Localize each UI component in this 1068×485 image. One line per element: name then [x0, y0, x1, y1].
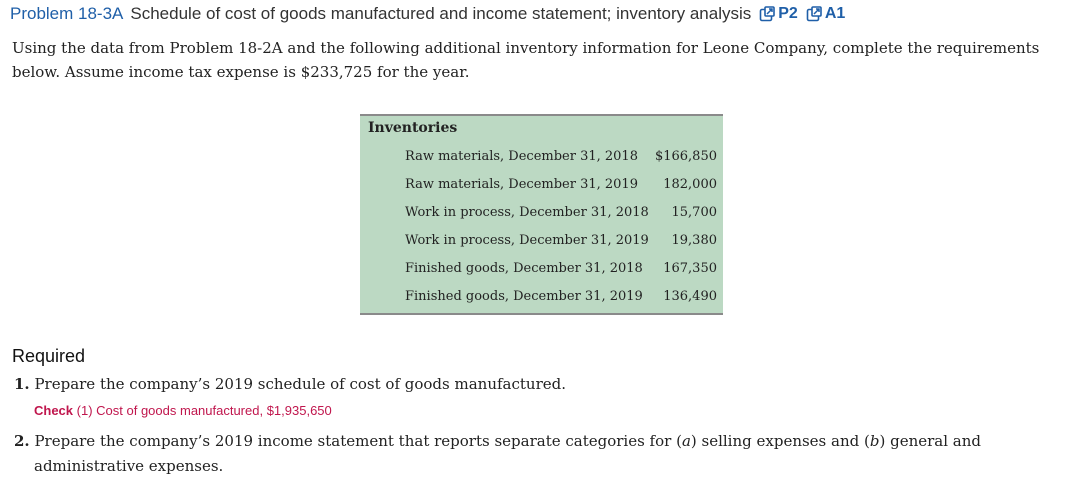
row-value: 136,490 [663, 289, 717, 304]
requirement-text: ) selling expenses and ( [690, 432, 870, 450]
table-row: Work in process, December 31, 2018 15,70… [405, 205, 717, 229]
row-value: 182,000 [663, 177, 717, 192]
table-row: Raw materials, December 31, 2019 182,000 [405, 177, 717, 201]
requirement-number: 1. [14, 375, 30, 393]
check-label: Check [34, 403, 74, 418]
row-value: 15,700 [671, 205, 718, 220]
row-label: Finished goods, December 31, 2018 [405, 261, 643, 276]
requirement-text: Prepare the company’s 2019 income statem… [34, 432, 682, 450]
requirement-text: Prepare the company’s 2019 schedule of c… [34, 375, 566, 393]
row-label: Raw materials, December 31, 2018 [405, 149, 638, 164]
requirement-text-continued: administrative expenses. [34, 457, 224, 475]
inventory-table: Inventories Raw materials, December 31, … [360, 114, 723, 315]
row-label: Raw materials, December 31, 2019 [405, 177, 638, 192]
problem-number: Problem 18-3A [10, 4, 124, 23]
problem-title: Problem 18-3A Schedule of cost of goods … [10, 2, 845, 26]
row-label: Finished goods, December 31, 2019 [405, 289, 643, 304]
row-value: 19,380 [671, 233, 718, 248]
ref-link-a1[interactable]: A1 [824, 5, 846, 22]
table-row: Finished goods, December 31, 2019 136,49… [405, 289, 717, 313]
required-heading: Required [12, 346, 86, 366]
row-label: Work in process, December 31, 2018 [405, 205, 649, 220]
external-link-icon[interactable] [759, 6, 776, 22]
requirement-text: b [869, 432, 880, 450]
problem-title-text: Schedule of cost of goods manufactured a… [130, 4, 752, 23]
ref-link-p2[interactable]: P2 [778, 5, 798, 22]
table-row: Finished goods, December 31, 2018 167,35… [405, 261, 717, 285]
table-row: Raw materials, December 31, 2018 $166,85… [405, 149, 717, 173]
external-link-icon[interactable] [806, 6, 822, 22]
requirement-text: a [681, 432, 691, 450]
table-row: Work in process, December 31, 2019 19,38… [405, 233, 717, 257]
requirement-number: 2. [14, 432, 30, 450]
requirement-text: ) general and [879, 432, 981, 450]
row-value: $166,850 [654, 149, 717, 164]
intro-paragraph: Using the data from Problem 18-2A and th… [12, 39, 1040, 81]
check-figure: Check (1) Cost of goods manufactured, $1… [34, 403, 332, 418]
requirement-1: 1. Prepare the company’s 2019 schedule o… [14, 375, 566, 393]
requirement-2: 2. Prepare the company’s 2019 income sta… [14, 429, 1054, 479]
check-text: (1) Cost of goods manufactured, $1,935,6… [76, 403, 332, 418]
row-value: 167,350 [663, 261, 717, 276]
row-label: Work in process, December 31, 2019 [405, 233, 649, 248]
inventory-heading: Inventories [368, 120, 458, 136]
